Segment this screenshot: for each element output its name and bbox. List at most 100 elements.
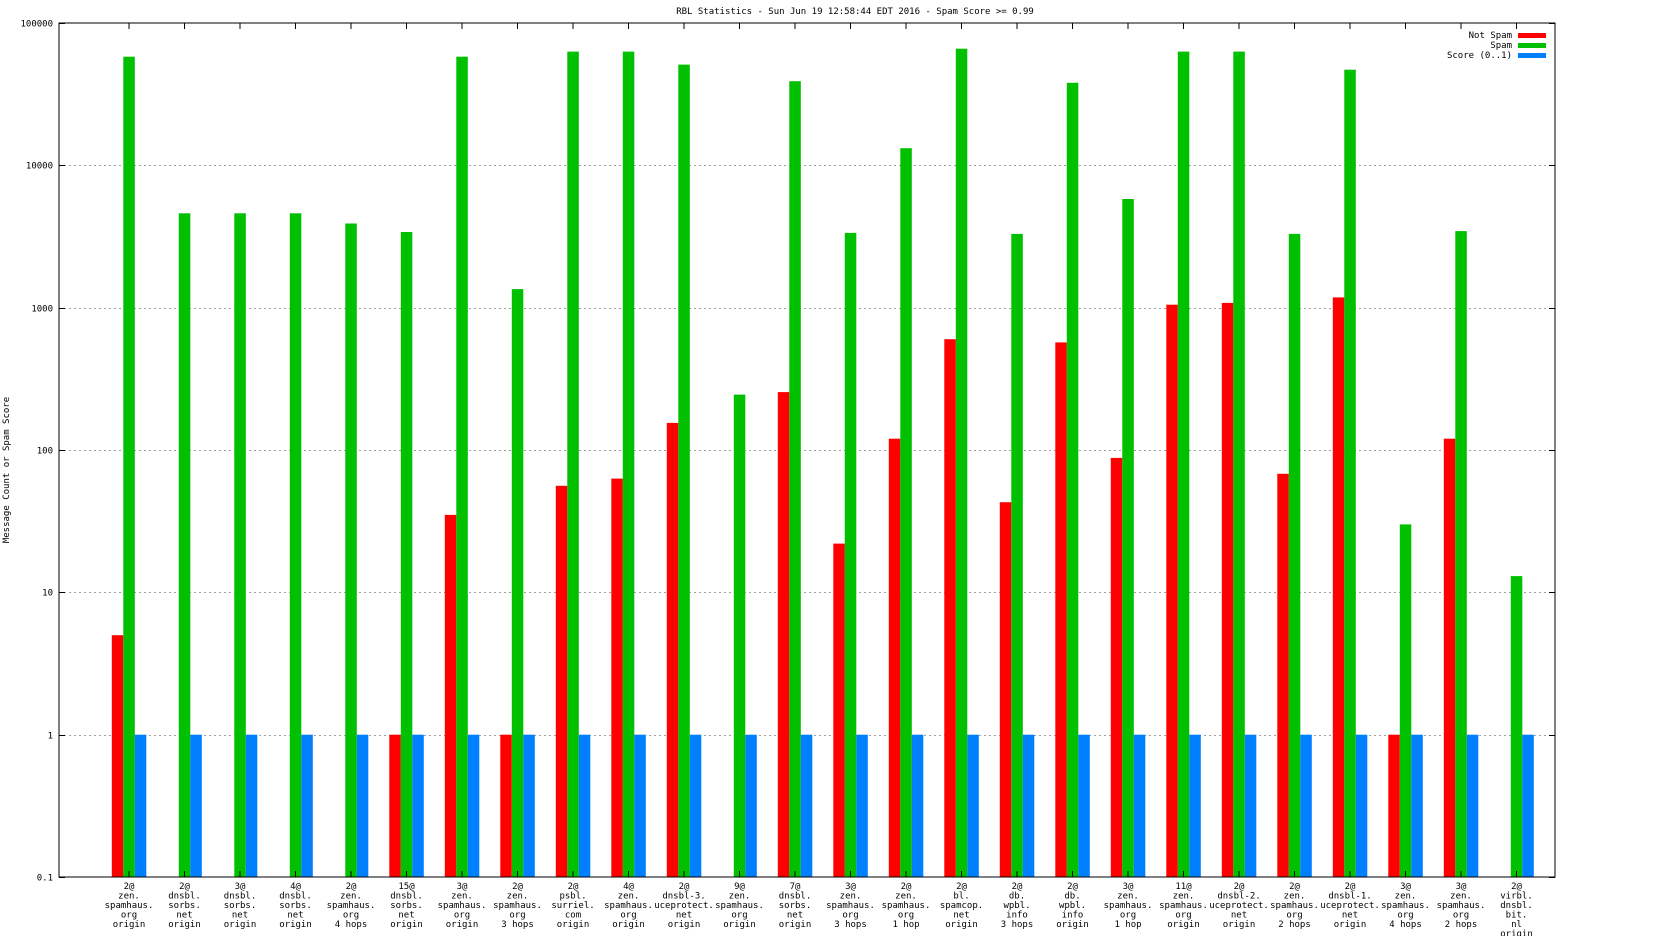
bar-spam [1233, 51, 1245, 878]
bar-not-spam [888, 438, 901, 877]
bar-spam [955, 48, 968, 877]
bar-score-0-1 [856, 734, 868, 877]
x-category-label: 3@ zen. spamhaus. org origin [438, 882, 487, 930]
bar-spam [178, 213, 191, 878]
legend-label: Spam [1490, 41, 1512, 51]
bar-score-0-1 [1022, 734, 1035, 877]
x-category-label: 2@ dnsbl-2. uceprotect. net origin [1209, 882, 1269, 930]
y-tick-label: 100 [37, 447, 53, 457]
bar-score-0-1 [1300, 734, 1312, 877]
x-category-label: 4@ zen. spamhaus. org origin [604, 882, 653, 930]
x-category-label: 3@ zen. spamhaus. org 1 hop [1104, 882, 1153, 930]
bar-score-0-1 [1355, 734, 1368, 877]
x-category-label: 2@ dnsbl. sorbs. net origin [168, 882, 201, 930]
bar-score-0-1 [800, 734, 813, 877]
x-category-label: 2@ virbl. dnsbl. bit. nl origin [1500, 882, 1533, 936]
x-category-label: 3@ dnsbl. sorbs. net origin [224, 882, 257, 930]
bar-spam [844, 232, 857, 877]
y-tick-label: 10000 [26, 162, 53, 172]
x-category-label: 4@ dnsbl. sorbs. net origin [279, 882, 312, 930]
bar-not-spam [1055, 342, 1067, 877]
bar-not-spam [389, 734, 401, 877]
y-tick-label: 100000 [20, 20, 53, 30]
legend-swatch [1518, 43, 1546, 48]
x-category-label: 15@ dnsbl. sorbs. net origin [390, 882, 423, 930]
bar-score-0-1 [301, 734, 313, 877]
bar-score-0-1 [1522, 734, 1534, 877]
x-category-label: 2@ db. wpbl. info origin [1056, 882, 1089, 930]
bar-spam [123, 56, 135, 877]
y-axis-ticks: 0.1 1 10 100 1000 10000 100000 [20, 20, 1555, 884]
x-category-label: 2@ bl. spamcop. net origin [940, 882, 983, 930]
x-category-label: 2@ psbl. surriel. com origin [551, 882, 594, 930]
bar-spam [1344, 69, 1356, 877]
bar-spam [789, 81, 801, 877]
bar-not-spam [1277, 473, 1289, 877]
y-tick-label: 10 [42, 589, 53, 599]
bar-score-0-1 [467, 734, 480, 877]
bars-group [111, 48, 1534, 878]
bar-not-spam [611, 478, 623, 877]
bar-score-0-1 [523, 734, 535, 877]
y-axis-label: Message Count or Spam Score [2, 397, 12, 543]
x-category-label: 2@ dnsbl-1. uceprotect. net origin [1320, 882, 1380, 930]
bar-spam [1177, 51, 1190, 878]
bar-score-0-1 [412, 734, 424, 877]
bar-not-spam [777, 392, 790, 877]
bar-not-spam [444, 514, 457, 877]
bar-spam [289, 213, 302, 878]
bar-score-0-1 [578, 734, 591, 877]
chart-title: RBL Statistics - Sun Jun 19 12:58:44 EDT… [676, 7, 1034, 17]
bar-not-spam [1332, 297, 1345, 877]
bar-spam [1011, 233, 1023, 877]
bar-score-0-1 [1244, 734, 1257, 877]
bar-not-spam [1110, 457, 1123, 877]
y-tick-label: 1 [48, 732, 53, 742]
x-category-label: 9@ zen. spamhaus. org origin [715, 882, 764, 930]
bar-spam [400, 232, 413, 877]
bar-score-0-1 [245, 734, 258, 877]
legend-swatch [1518, 53, 1546, 58]
bar-not-spam [1388, 734, 1400, 877]
bar-not-spam [500, 734, 512, 877]
bar-not-spam [999, 502, 1012, 877]
bar-not-spam [1166, 304, 1178, 877]
bar-score-0-1 [134, 734, 147, 877]
bar-not-spam [111, 635, 124, 877]
grid-lines [59, 165, 1555, 736]
bar-spam [1510, 576, 1523, 877]
bar-score-0-1 [689, 734, 702, 877]
bar-spam [1455, 231, 1467, 878]
bar-spam [622, 51, 635, 878]
x-category-label: 3@ zen. spamhaus. org 3 hops [826, 882, 875, 930]
bar-score-0-1 [1078, 734, 1090, 877]
x-category-label: 2@ zen. spamhaus. org 4 hops [327, 882, 376, 930]
bar-spam [1288, 233, 1301, 877]
bar-spam [900, 148, 912, 877]
bar-spam [345, 223, 357, 877]
bar-spam [511, 289, 524, 878]
bar-score-0-1 [1189, 734, 1201, 877]
legend-label: Not Spam [1469, 31, 1512, 41]
x-category-label: 7@ dnsbl. sorbs. net origin [779, 882, 812, 930]
bar-not-spam [944, 339, 956, 877]
x-category-label: 2@ dnsbl-3. uceprotect. net origin [654, 882, 714, 930]
x-category-label: 2@ zen. spamhaus. org 1 hop [882, 882, 931, 930]
x-category-label: 2@ zen. spamhaus. org origin [105, 882, 154, 930]
bar-not-spam [666, 422, 679, 877]
x-category-label: 3@ zen. spamhaus. org 4 hops [1381, 882, 1430, 930]
bar-score-0-1 [1411, 734, 1423, 877]
bar-spam [456, 56, 468, 877]
x-category-label: 2@ db. wpbl. info 3 hops [1001, 882, 1034, 930]
bar-score-0-1 [1466, 734, 1479, 877]
legend-label: Score (0..1) [1447, 51, 1512, 61]
legend-swatch [1518, 33, 1546, 38]
bar-spam [567, 51, 579, 878]
x-category-label: 11@ zen. spamhaus. org origin [1159, 882, 1208, 930]
x-category-label: 2@ zen. spamhaus. org 3 hops [493, 882, 542, 930]
x-category-label: 2@ zen. spamhaus. org 2 hops [1270, 882, 1319, 930]
bar-score-0-1 [1133, 734, 1146, 877]
bar-score-0-1 [967, 734, 979, 877]
